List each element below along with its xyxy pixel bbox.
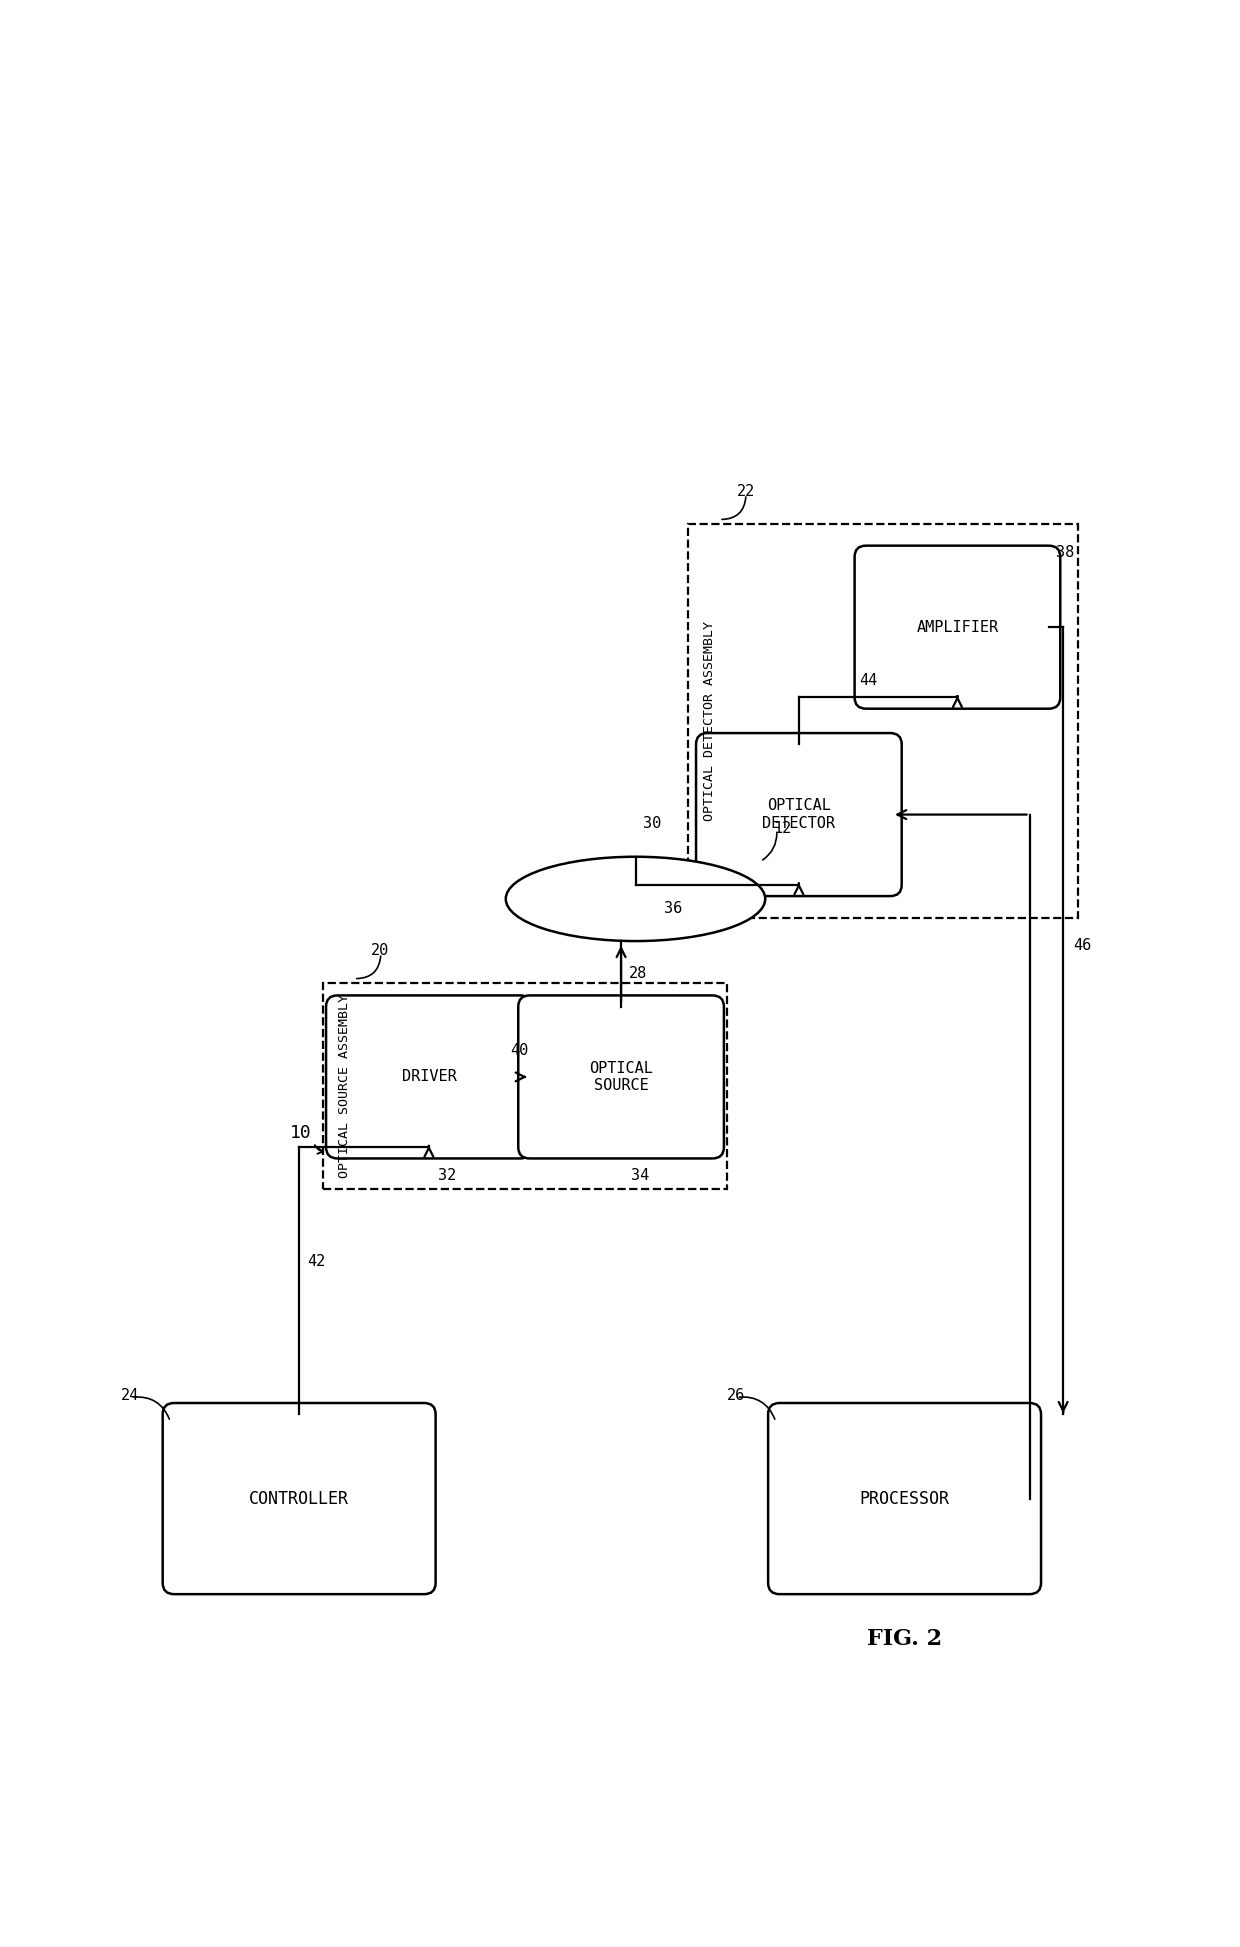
FancyBboxPatch shape	[518, 995, 724, 1158]
FancyBboxPatch shape	[696, 734, 901, 896]
Text: OPTICAL
DETECTOR: OPTICAL DETECTOR	[763, 798, 836, 831]
FancyBboxPatch shape	[768, 1404, 1042, 1595]
Text: PROCESSOR: PROCESSOR	[859, 1489, 950, 1507]
Text: 12: 12	[773, 822, 791, 835]
Text: OPTICAL DETECTOR ASSEMBLY: OPTICAL DETECTOR ASSEMBLY	[703, 621, 715, 822]
Text: 20: 20	[371, 942, 389, 958]
Ellipse shape	[506, 857, 765, 940]
Text: 38: 38	[1056, 545, 1075, 559]
Text: 10: 10	[289, 1123, 311, 1143]
Text: 30: 30	[644, 816, 661, 831]
Text: FIG. 2: FIG. 2	[867, 1628, 942, 1651]
Text: DRIVER: DRIVER	[402, 1069, 456, 1084]
Text: AMPLIFIER: AMPLIFIER	[916, 619, 998, 635]
Text: 24: 24	[122, 1388, 140, 1404]
Text: 32: 32	[439, 1168, 456, 1184]
Text: 26: 26	[727, 1388, 745, 1404]
Text: 22: 22	[737, 483, 755, 498]
Text: 42: 42	[306, 1254, 325, 1269]
FancyBboxPatch shape	[162, 1404, 435, 1595]
Text: OPTICAL SOURCE ASSEMBLY: OPTICAL SOURCE ASSEMBLY	[337, 995, 351, 1178]
FancyBboxPatch shape	[326, 995, 532, 1158]
Text: 46: 46	[1073, 938, 1091, 954]
Text: OPTICAL
SOURCE: OPTICAL SOURCE	[589, 1061, 653, 1092]
Text: 44: 44	[859, 674, 877, 687]
Text: 40: 40	[511, 1044, 528, 1059]
Text: 28: 28	[629, 966, 647, 981]
Text: 36: 36	[665, 901, 682, 915]
Text: 34: 34	[631, 1168, 649, 1184]
Text: CONTROLLER: CONTROLLER	[249, 1489, 350, 1507]
FancyBboxPatch shape	[854, 545, 1060, 709]
